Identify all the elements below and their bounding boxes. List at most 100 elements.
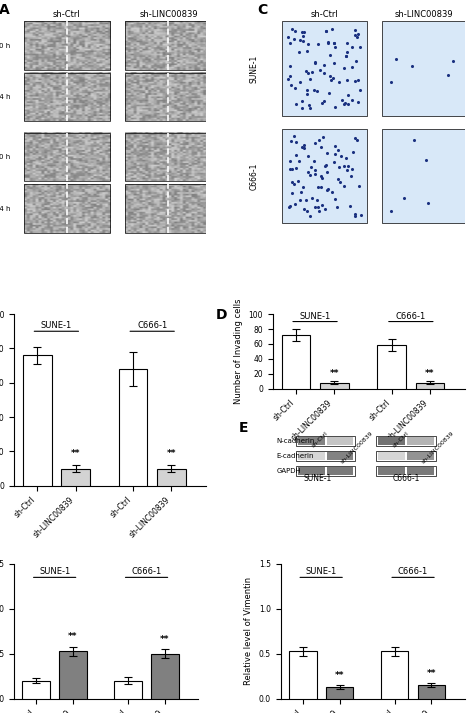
Point <box>324 148 331 159</box>
Point <box>348 62 356 73</box>
Point <box>355 97 362 108</box>
Bar <box>416 383 445 389</box>
Point <box>331 37 338 48</box>
Point <box>341 98 348 110</box>
Point <box>311 165 319 176</box>
Point <box>292 162 300 173</box>
Text: sh-LINC00839: sh-LINC00839 <box>420 430 455 464</box>
Point <box>310 155 318 167</box>
Point <box>303 88 310 100</box>
Point <box>322 25 329 36</box>
Text: E: E <box>238 421 248 436</box>
Point <box>321 160 329 172</box>
Text: **: ** <box>166 449 176 458</box>
Point <box>333 201 340 212</box>
Point <box>317 65 324 76</box>
Bar <box>296 436 356 446</box>
Point <box>356 181 363 193</box>
Text: sh-LINC00839: sh-LINC00839 <box>340 430 374 464</box>
Point <box>344 38 351 49</box>
Point <box>343 46 350 58</box>
Point <box>328 187 336 198</box>
Point <box>330 157 337 168</box>
Point <box>444 69 451 81</box>
Point <box>311 57 319 68</box>
Point <box>309 193 316 204</box>
Point <box>337 177 344 188</box>
Point <box>331 149 339 160</box>
Point <box>318 173 326 184</box>
Point <box>302 65 310 76</box>
Point <box>292 98 300 110</box>
Bar <box>125 21 211 70</box>
Point <box>304 67 312 78</box>
Bar <box>327 467 354 475</box>
Point <box>291 82 298 93</box>
Point <box>331 140 338 152</box>
Text: sh-Ctrl: sh-Ctrl <box>311 430 329 448</box>
Bar <box>377 345 406 389</box>
Point <box>408 61 416 72</box>
Point <box>284 31 292 42</box>
Text: SUNE-1: SUNE-1 <box>39 567 70 576</box>
Point <box>319 132 327 143</box>
Point <box>286 71 294 82</box>
Point <box>323 184 331 195</box>
Point <box>307 169 314 180</box>
Text: C666-1: C666-1 <box>396 312 426 321</box>
Point <box>289 163 296 174</box>
Point <box>296 34 303 46</box>
Bar <box>382 128 466 223</box>
Point <box>342 51 350 62</box>
Point <box>327 70 334 81</box>
Point <box>290 130 298 141</box>
Point <box>355 74 362 86</box>
Text: SUNE-1: SUNE-1 <box>300 312 331 321</box>
Point <box>352 208 359 220</box>
Bar <box>381 651 409 699</box>
Text: GAPDH: GAPDH <box>277 468 301 474</box>
Point <box>331 41 338 52</box>
Point <box>302 195 310 206</box>
Text: **: ** <box>68 632 78 641</box>
Text: sh-LINC00839: sh-LINC00839 <box>139 10 198 19</box>
Text: C: C <box>257 3 268 17</box>
Point <box>329 73 337 84</box>
Point <box>343 164 351 175</box>
Bar <box>22 681 50 699</box>
Point <box>351 211 359 222</box>
Point <box>292 198 299 210</box>
Point <box>303 46 311 57</box>
Bar <box>298 467 325 475</box>
Point <box>327 74 335 86</box>
Text: C666-1: C666-1 <box>392 474 420 483</box>
Point <box>344 74 351 86</box>
Point <box>288 24 296 35</box>
Point <box>286 163 294 175</box>
Point <box>341 97 349 108</box>
Point <box>401 193 408 204</box>
Point <box>330 38 338 49</box>
Text: SUNE-1: SUNE-1 <box>249 54 258 83</box>
Point <box>315 134 323 145</box>
Point <box>304 39 311 50</box>
Point <box>340 62 348 73</box>
Point <box>353 135 361 146</box>
Point <box>310 84 318 96</box>
Bar <box>157 468 186 486</box>
Bar <box>61 468 90 486</box>
Bar <box>282 335 310 389</box>
Point <box>327 50 334 61</box>
Point <box>330 57 338 68</box>
Point <box>298 95 306 106</box>
Point <box>335 161 343 173</box>
Bar <box>24 133 110 181</box>
Bar <box>59 651 87 699</box>
Point <box>351 76 359 87</box>
Point <box>351 29 358 41</box>
Text: D: D <box>215 308 227 322</box>
Point <box>387 205 395 217</box>
Point <box>352 56 359 67</box>
Bar <box>118 369 147 486</box>
Point <box>306 102 314 113</box>
